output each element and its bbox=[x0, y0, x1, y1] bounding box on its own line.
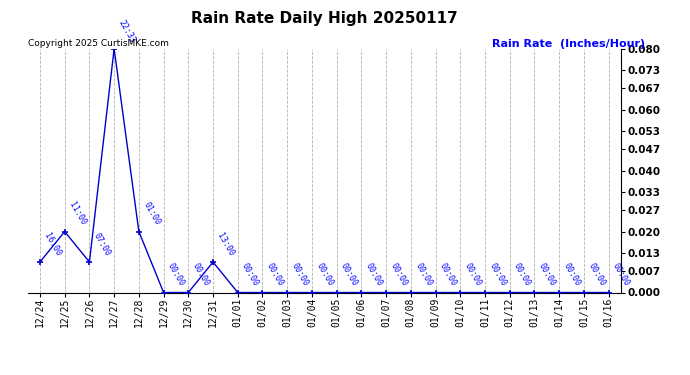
Text: 00:00: 00:00 bbox=[315, 262, 335, 288]
Text: 00:00: 00:00 bbox=[586, 262, 607, 288]
Text: 00:00: 00:00 bbox=[364, 262, 384, 288]
Text: 07:00: 07:00 bbox=[92, 231, 112, 258]
Text: 22:33: 22:33 bbox=[117, 18, 137, 44]
Text: 00:00: 00:00 bbox=[512, 262, 533, 288]
Text: 00:00: 00:00 bbox=[463, 262, 483, 288]
Text: 01:00: 01:00 bbox=[141, 201, 161, 227]
Text: 00:00: 00:00 bbox=[487, 262, 508, 288]
Text: Rain Rate Daily High 20250117: Rain Rate Daily High 20250117 bbox=[191, 11, 457, 26]
Text: 00:00: 00:00 bbox=[190, 262, 211, 288]
Text: 00:00: 00:00 bbox=[339, 262, 359, 288]
Text: 00:00: 00:00 bbox=[265, 262, 285, 288]
Text: 00:00: 00:00 bbox=[166, 262, 186, 288]
Text: 00:00: 00:00 bbox=[388, 262, 409, 288]
Text: 00:00: 00:00 bbox=[562, 262, 582, 288]
Text: Rain Rate  (Inches/Hour): Rain Rate (Inches/Hour) bbox=[492, 39, 645, 50]
Text: Copyright 2025 CurtisMKE.com: Copyright 2025 CurtisMKE.com bbox=[28, 39, 168, 48]
Text: 00:00: 00:00 bbox=[413, 262, 433, 288]
Text: 00:00: 00:00 bbox=[611, 262, 631, 288]
Text: 00:00: 00:00 bbox=[290, 262, 310, 288]
Text: 11:00: 11:00 bbox=[67, 201, 88, 227]
Text: 00:00: 00:00 bbox=[438, 262, 458, 288]
Text: 13:00: 13:00 bbox=[215, 231, 236, 258]
Text: 16:00: 16:00 bbox=[43, 231, 63, 258]
Text: 00:00: 00:00 bbox=[240, 262, 261, 288]
Text: 00:00: 00:00 bbox=[537, 262, 558, 288]
